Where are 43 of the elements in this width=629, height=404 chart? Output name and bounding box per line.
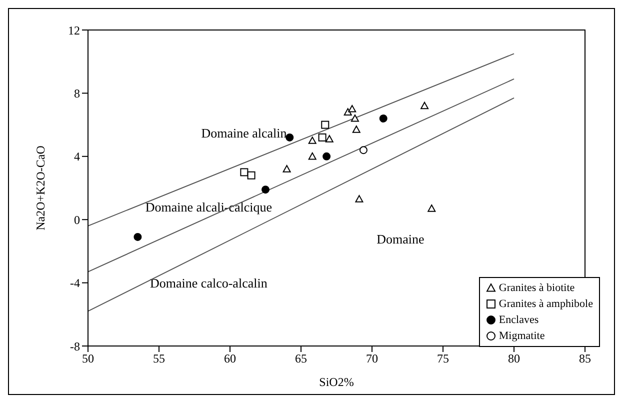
x-tick-label: 75 — [437, 352, 449, 366]
x-tick-label: 55 — [153, 352, 165, 366]
x-tick-label: 85 — [579, 352, 591, 366]
point — [308, 136, 316, 144]
legend-label: Granites à biotite — [498, 281, 575, 296]
point — [134, 232, 142, 241]
x-tick-label: 50 — [82, 352, 94, 366]
legend-label: Granites à amphibole — [498, 297, 593, 312]
point — [420, 102, 429, 110]
point — [322, 152, 331, 160]
y-tick-label: 4 — [74, 150, 80, 164]
x-tick-label: 80 — [508, 352, 520, 366]
x-tick-label: 60 — [224, 352, 236, 366]
point — [379, 114, 388, 122]
point — [318, 133, 326, 142]
point — [286, 133, 294, 142]
x-tick-label: 70 — [366, 352, 378, 366]
annotation: Domaine calco-alcalin — [150, 276, 268, 291]
point — [282, 165, 291, 172]
y-tick-label: -4 — [70, 276, 80, 290]
point — [247, 171, 256, 180]
point — [325, 135, 334, 142]
point — [348, 105, 356, 112]
x-tick-label: 65 — [295, 352, 307, 366]
annotation: Domaine alcalin — [201, 125, 288, 140]
y-tick-label: 0 — [74, 212, 80, 227]
point — [428, 204, 436, 212]
point — [321, 120, 330, 129]
y-tick-label: -8 — [70, 339, 80, 354]
y-tick-label: 12 — [68, 23, 80, 38]
point — [308, 152, 316, 160]
annotation: Domaine — [376, 231, 424, 246]
point — [355, 195, 364, 202]
y-axis-title: Na2O+K2O-CaO — [33, 145, 48, 230]
legend-label: Migmatite — [498, 329, 545, 344]
point — [352, 126, 360, 133]
point — [350, 114, 359, 122]
point — [240, 168, 248, 176]
x-axis-title: SiO2% — [319, 375, 354, 389]
point — [359, 146, 368, 154]
y-tick-label: 8 — [74, 86, 80, 100]
point — [262, 186, 270, 194]
legend-label: Enclaves — [498, 313, 539, 328]
